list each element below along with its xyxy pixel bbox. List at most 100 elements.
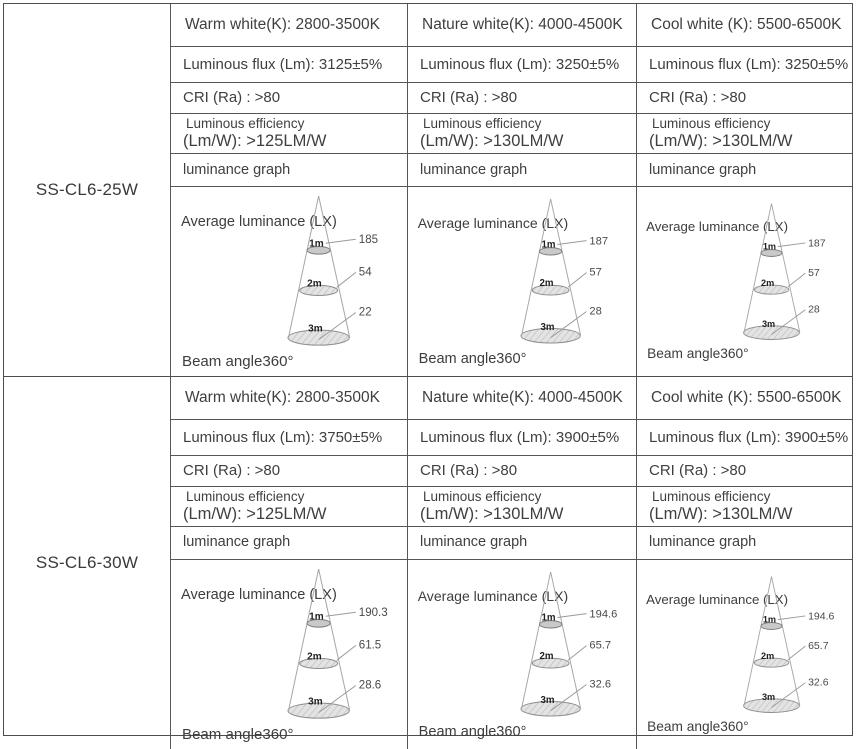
leader-line-2m (336, 644, 357, 661)
leader-line-1m (777, 615, 806, 620)
beam-disc-2m (531, 284, 570, 296)
leader-line-3m (550, 683, 587, 711)
luminous-efficiency-cell: Luminous efficiency (Lm/W): >130LM/W (637, 487, 852, 527)
luminance-cone-diagram: Average luminance (LX) 1m 2m 3m 185 54 2… (181, 195, 378, 370)
luminance-cone-diagram: Average luminance (LX) 1m 2m 3m 194.6 65… (418, 571, 617, 740)
beam-disc-2m (753, 657, 790, 668)
distance-label-2m: 2m (540, 278, 554, 289)
distance-label-2m: 2m (307, 651, 322, 662)
cone-edge-right (550, 571, 582, 709)
cone-edge-left (521, 198, 552, 336)
cone-edge-right (318, 568, 351, 711)
beam-disc-1m (538, 247, 563, 256)
cone-title: Average luminance (LX) (181, 214, 337, 230)
luminance-cone-diagram: Average luminance (LX) 1m 2m 3m 187 57 2… (418, 198, 608, 367)
beam-disc-1m (760, 249, 783, 257)
distance-label-2m: 2m (540, 651, 554, 662)
distance-label-3m: 3m (762, 692, 775, 702)
beam-disc-2m (299, 284, 339, 296)
beam-angle-label: Beam angle360° (182, 353, 293, 370)
leader-line-2m (336, 271, 357, 288)
distance-label-3m: 3m (540, 322, 554, 333)
leader-line-1m (325, 611, 356, 617)
efficiency-label-line: Luminous efficiency (186, 116, 305, 132)
cone-title: Average luminance (LX) (181, 587, 337, 603)
distance-label-3m: 3m (762, 319, 775, 329)
luminous-flux-cell: Luminous flux (Lm): 3250±5% (408, 47, 636, 83)
luminance-value-2m: 61.5 (359, 639, 381, 651)
luminance-value-3m: 28 (808, 304, 820, 316)
efficiency-label-line: Luminous efficiency (423, 489, 542, 505)
luminance-graph-label: luminance graph (408, 527, 636, 560)
cri-cell: CRI (Ra) : >80 (637, 456, 852, 487)
luminance-graph-label: luminance graph (408, 154, 636, 187)
spec-column: Warm white(K): 2800-3500K Luminous flux … (171, 376, 408, 749)
distance-label-1m: 1m (309, 611, 324, 622)
luminance-graph-label: luminance graph (171, 527, 407, 560)
leader-line-3m (771, 682, 806, 708)
efficiency-value-line: (Lm/W): >125LM/W (183, 131, 327, 150)
luminous-efficiency-cell: Luminous efficiency (Lm/W): >125LM/W (171, 114, 407, 154)
luminance-cone-cell: Average luminance (LX) 1m 2m 3m 194.6 65… (408, 560, 636, 749)
luminance-value-1m: 194.6 (808, 610, 834, 622)
spec-column: Cool white (K): 5500-6500K Luminous flux… (637, 4, 852, 376)
distance-label-2m: 2m (761, 278, 774, 288)
cone-edge-right (771, 203, 801, 333)
luminance-value-2m: 57 (589, 267, 601, 279)
leader-line-2m (567, 272, 587, 288)
cone-edge-left (288, 195, 320, 338)
distance-label-1m: 1m (541, 612, 555, 623)
beam-disc-1m (306, 618, 331, 628)
spec-column: Nature white(K): 4000-4500K Luminous flu… (408, 4, 637, 376)
beam-disc-2m (299, 657, 339, 669)
cri-cell: CRI (Ra) : >80 (637, 83, 852, 114)
distance-label-1m: 1m (763, 614, 776, 624)
distance-label-2m: 2m (761, 651, 774, 661)
luminous-flux-cell: Luminous flux (Lm): 3900±5% (637, 420, 852, 456)
luminance-value-3m: 32.6 (589, 678, 611, 690)
cone-title: Average luminance (LX) (646, 592, 788, 607)
color-temp-cell: Warm white(K): 2800-3500K (171, 4, 407, 47)
luminance-cone-cell: Average luminance (LX) 1m 2m 3m 194.6 65… (637, 560, 852, 749)
leader-line-3m (550, 311, 587, 339)
luminance-value-1m: 187 (589, 236, 608, 248)
leader-line-2m (567, 645, 587, 661)
luminance-value-3m: 28.6 (359, 679, 381, 691)
beam-angle-label: Beam angle360° (647, 346, 749, 361)
distance-label-3m: 3m (308, 696, 323, 707)
spec-column: Nature white(K): 4000-4500K Luminous flu… (408, 376, 637, 749)
distance-label-1m: 1m (763, 241, 776, 251)
luminance-graph-label: luminance graph (637, 527, 852, 560)
leader-line-1m (325, 238, 356, 244)
luminance-cone-cell: Average luminance (LX) 1m 2m 3m 185 54 2… (171, 187, 407, 376)
luminance-value-3m: 28 (589, 305, 601, 317)
cone-title: Average luminance (LX) (418, 588, 568, 604)
spec-column: Warm white(K): 2800-3500K Luminous flux … (171, 4, 408, 376)
leader-line-2m (787, 272, 806, 288)
spec-section-25w: SS-CL6-25W Warm white(K): 2800-3500K Lum… (4, 4, 852, 377)
luminous-efficiency-cell: Luminous efficiency (Lm/W): >130LM/W (408, 487, 636, 527)
distance-label-1m: 1m (309, 238, 324, 249)
luminance-value-2m: 57 (808, 267, 820, 279)
luminous-flux-cell: Luminous flux (Lm): 3900±5% (408, 420, 636, 456)
leader-line-1m (557, 240, 587, 246)
luminance-cone-diagram: Average luminance (LX) 1m 2m 3m 190.3 61… (181, 568, 388, 743)
cri-cell: CRI (Ra) : >80 (408, 83, 636, 114)
distance-label-3m: 3m (308, 324, 323, 335)
cri-cell: CRI (Ra) : >80 (408, 456, 636, 487)
beam-angle-label: Beam angle360° (419, 351, 527, 367)
spec-section-30w: SS-CL6-30W Warm white(K): 2800-3500K Lum… (4, 376, 852, 749)
beam-angle-label: Beam angle360° (647, 719, 749, 734)
efficiency-label-line: Luminous efficiency (186, 489, 305, 505)
leader-line-1m (557, 612, 587, 618)
efficiency-label-line: Luminous efficiency (423, 116, 542, 132)
color-temp-cell: Cool white (K): 5500-6500K (637, 377, 852, 420)
luminance-cone-cell: Average luminance (LX) 1m 2m 3m 187 57 2… (408, 187, 636, 376)
luminous-flux-cell: Luminous flux (Lm): 3750±5% (171, 420, 407, 456)
beam-angle-label: Beam angle360° (419, 724, 527, 740)
luminance-value-2m: 54 (359, 266, 372, 278)
beam-disc-1m (306, 245, 331, 255)
cone-edge-right (771, 576, 801, 706)
luminance-value-1m: 194.6 (589, 608, 617, 620)
spec-column: Cool white (K): 5500-6500K Luminous flux… (637, 377, 852, 749)
